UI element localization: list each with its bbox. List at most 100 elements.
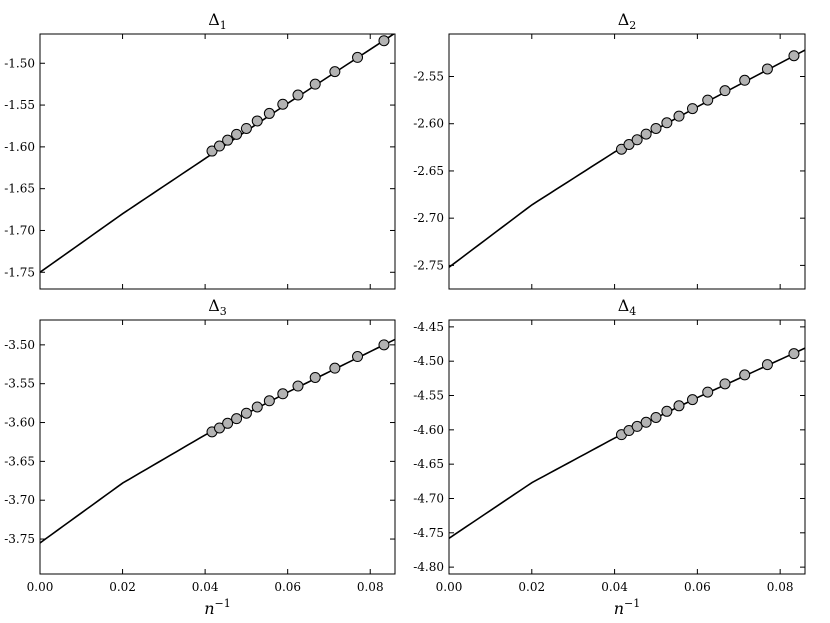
y-tick-label: -4.60 [413, 423, 444, 437]
data-point [631, 134, 643, 146]
y-tick-label: -2.60 [413, 117, 444, 131]
y-tick-label: -2.65 [413, 164, 444, 178]
x-tick-label: 0.00 [27, 580, 54, 594]
data-point [640, 416, 652, 428]
data-point [222, 134, 234, 146]
data-point [661, 117, 673, 129]
x-tick-label: 0.02 [109, 580, 136, 594]
fit-curve [40, 338, 395, 544]
data-point [263, 107, 275, 119]
y-tick-label: -4.70 [413, 491, 444, 505]
y-tick-label: -3.50 [4, 338, 35, 352]
data-point [631, 420, 643, 432]
panel-4: 0.00 0.02 0.04 0.06 0.08 -4.80 -4.75 -4.70 -4.65… [413, 296, 806, 618]
data-point [673, 400, 685, 412]
panel-1: -1.75 -1.70 -1.65 -1.60 -1.55 -1.50 Δ1 [4, 10, 396, 290]
x-tick-label: 0.08 [767, 580, 794, 594]
data-point [292, 380, 304, 392]
panel-title: Δ3 [208, 296, 227, 318]
data-point [231, 128, 243, 140]
data-point [263, 395, 275, 407]
data-point [788, 50, 800, 62]
axes-frame [39, 33, 396, 290]
y-tick-label: -2.70 [413, 211, 444, 225]
data-point [686, 394, 698, 406]
data-point [231, 413, 243, 425]
y-tick-label: -1.70 [4, 223, 35, 237]
data-point [719, 378, 731, 390]
data-point [788, 348, 800, 360]
data-point [329, 66, 341, 78]
data-point [623, 139, 635, 150]
y-tick-label: -2.55 [413, 70, 444, 84]
data-point [650, 411, 662, 423]
y-tick-label: -3.70 [4, 493, 35, 507]
fit-curve [449, 347, 805, 539]
y-tick-label: -4.80 [413, 560, 444, 574]
data-point [739, 369, 751, 381]
panel-3: 0.00 0.02 0.04 0.06 0.08 -3.75 -3.70 -3.65 -3.60… [4, 296, 396, 618]
data-point [251, 115, 263, 127]
data-point [673, 110, 685, 122]
axes-frame [448, 319, 806, 575]
x-tick-label: 0.06 [684, 580, 711, 594]
y-tick-label: -3.60 [4, 416, 35, 430]
data-point [702, 94, 714, 106]
y-tick-label: -3.65 [4, 454, 35, 468]
data-point [240, 407, 252, 419]
y-tick-label: -2.75 [413, 258, 444, 272]
x-tick-label: 0.04 [192, 580, 219, 594]
axes-frame [39, 319, 396, 575]
data-point [213, 422, 225, 434]
data-point [222, 417, 234, 429]
data-point [702, 386, 714, 398]
y-tick-label: -1.65 [4, 182, 35, 196]
data-point [739, 74, 751, 86]
data-point [352, 351, 364, 363]
y-tick-label: -4.50 [413, 354, 444, 368]
data-point [761, 359, 773, 371]
y-tick-label: -4.45 [413, 320, 444, 334]
data-point [240, 122, 252, 134]
data-point [378, 35, 390, 47]
data-point [277, 388, 289, 400]
y-tick-label: -4.75 [413, 526, 444, 540]
data-point [686, 103, 698, 115]
data-point [661, 405, 673, 417]
y-tick-label: -1.60 [4, 140, 35, 154]
x-tick-label: 0.00 [436, 580, 463, 594]
fit-curve [449, 49, 805, 268]
fit-curve [40, 34, 395, 273]
panel-title: Δ2 [618, 10, 637, 32]
x-tick-label: 0.08 [357, 580, 384, 594]
data-point [277, 98, 289, 110]
y-tick-label: -1.75 [4, 265, 35, 279]
data-point [213, 140, 225, 152]
y-tick-label: -3.55 [4, 377, 35, 391]
y-tick-label: -1.50 [4, 56, 35, 70]
x-axis-label: n−1 [204, 597, 231, 618]
data-point [251, 401, 263, 413]
y-tick-label: -1.55 [4, 98, 35, 112]
data-point [309, 371, 321, 383]
data-point [650, 122, 662, 134]
x-tick-label: 0.04 [601, 580, 628, 594]
panel-2: -2.75 -2.70 -2.65 -2.60 -2.55 Δ2 [413, 10, 806, 290]
axes-frame [448, 33, 806, 290]
data-point [761, 63, 773, 75]
y-tick-label: -4.65 [413, 457, 444, 471]
x-tick-label: 0.06 [274, 580, 301, 594]
data-point [640, 128, 652, 140]
x-tick-label: 0.02 [518, 580, 545, 594]
panel-title: Δ4 [618, 296, 637, 318]
data-point [206, 145, 218, 157]
data-point [329, 362, 341, 374]
y-tick-label: -4.55 [413, 389, 444, 403]
data-point [352, 51, 364, 63]
x-axis-label: n−1 [614, 597, 641, 618]
data-point [292, 89, 304, 101]
data-point [378, 339, 390, 351]
panel-title: Δ1 [208, 10, 227, 32]
y-tick-label: -3.75 [4, 532, 35, 546]
